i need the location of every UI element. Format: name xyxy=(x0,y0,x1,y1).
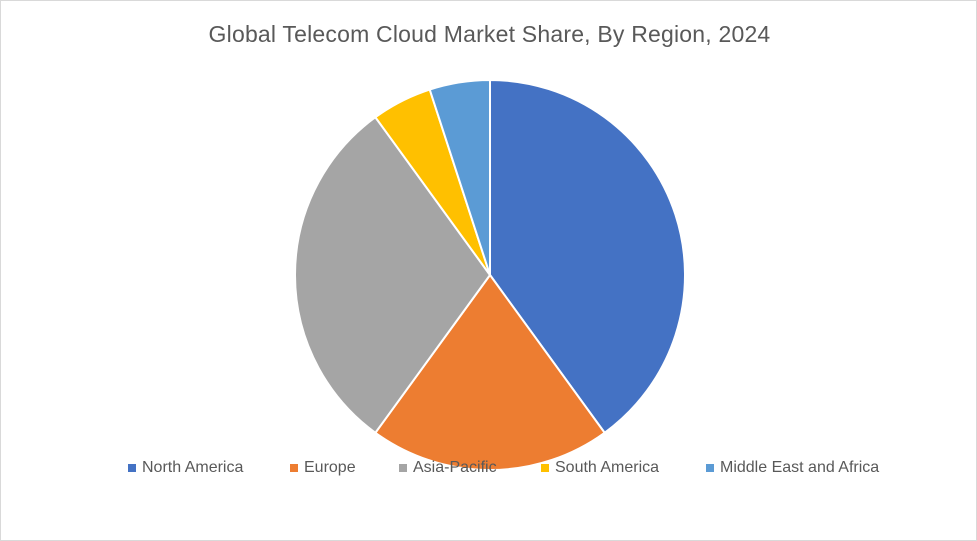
pie-slice-asia-pacific xyxy=(293,116,491,434)
pie-slice-middle-east-and-africa xyxy=(428,79,491,276)
legend-item-asia-pacific: Asia-Pacific xyxy=(399,459,497,477)
legend-label-north-america: North America xyxy=(142,459,244,476)
legend-label-south-america: South America xyxy=(555,459,660,476)
legend-item-middle-east-and-africa: Middle East and Africa xyxy=(706,459,879,477)
pie-slice-north-america xyxy=(489,79,686,434)
chart-legend: North America Europe Asia-Pacific South Ame… xyxy=(1,459,976,479)
legend-label-middle-east-and-africa: Middle East and Africa xyxy=(720,459,880,476)
legend-label-europe: Europe xyxy=(304,459,356,476)
legend-swatch-south-america xyxy=(541,464,549,472)
legend-item-north-america: North America xyxy=(128,459,243,477)
pie-slice-europe xyxy=(374,274,606,472)
legend-label-asia-pacific: Asia-Pacific xyxy=(413,459,497,476)
chart-title: Global Telecom Cloud Market Share, By Re… xyxy=(208,21,771,47)
legend-swatch-europe xyxy=(290,464,298,472)
legend-item-europe: Europe xyxy=(290,459,356,477)
legend-item-south-america: South America xyxy=(541,459,659,477)
legend-swatch-north-america xyxy=(128,464,136,472)
legend-swatch-middle-east-and-africa xyxy=(706,464,714,472)
legend-swatch-asia-pacific xyxy=(399,464,407,472)
